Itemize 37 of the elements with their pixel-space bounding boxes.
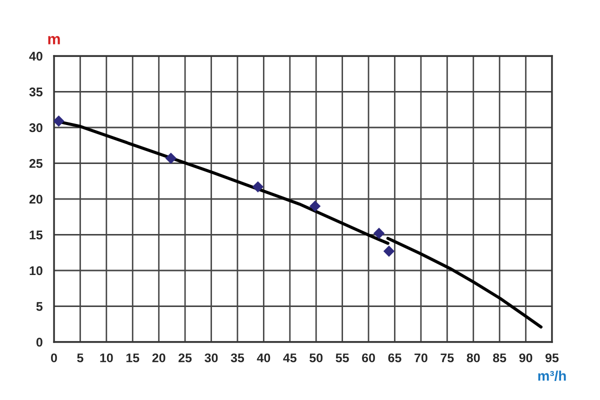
x-axis-title: m³/h: [538, 370, 566, 381]
y-tick-label: 0: [36, 338, 42, 347]
y-tick-label: 25: [29, 159, 43, 168]
y-tick-label: 15: [30, 230, 43, 240]
y-tick-label: 30: [29, 123, 42, 132]
x-tick-label: 30: [204, 353, 218, 362]
x-tick-label: 70: [414, 353, 428, 362]
point: [374, 228, 385, 239]
point: [310, 200, 321, 212]
y-tick-label: 40: [29, 52, 42, 61]
x-tick-label: 50: [310, 353, 323, 362]
x-tick-label: 65: [388, 353, 402, 362]
x-tick-label: 85: [493, 353, 506, 362]
x-tick-label: 60: [362, 353, 375, 362]
x-tick-label: 5: [77, 354, 84, 362]
y-axis-title: m: [48, 36, 60, 44]
point: [383, 246, 394, 257]
point: [165, 152, 176, 164]
y-tick-label: 20: [29, 194, 42, 204]
x-tick-label: 80: [466, 353, 480, 362]
x-tick-label: 75: [440, 354, 454, 362]
point: [252, 181, 264, 192]
x-tick-label: 55: [336, 354, 349, 362]
x-tick-label: 45: [283, 354, 296, 362]
x-tick-label: 35: [230, 353, 244, 362]
x-tick-label: 40: [256, 353, 270, 362]
y-tick-label: 35: [29, 88, 43, 96]
x-tick-label: 0: [51, 353, 57, 362]
y-tick-label: 10: [30, 266, 42, 276]
x-tick-label: 90: [519, 353, 532, 362]
x-tick-label: 95: [545, 353, 559, 362]
x-tick-label: 20: [152, 353, 166, 362]
y-tick-label: 5: [36, 302, 43, 311]
x-tick-label: 10: [100, 353, 113, 362]
x-tick-label: 25: [178, 353, 192, 362]
x-tick-label: 15: [126, 354, 140, 362]
point: [54, 116, 64, 127]
